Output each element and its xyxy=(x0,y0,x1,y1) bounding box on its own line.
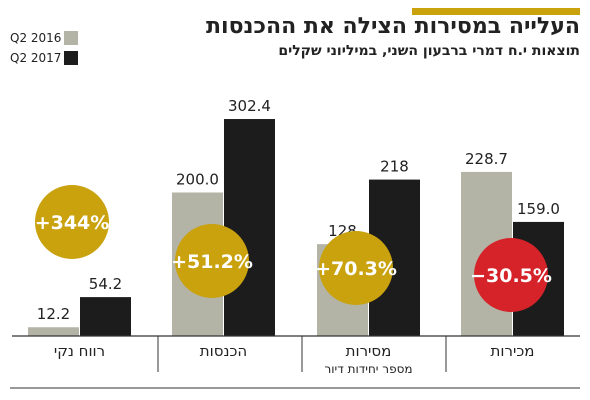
change-label-deliveries: +70.3% xyxy=(315,258,397,280)
value-label-sales-2017: 159.0 xyxy=(517,200,560,218)
bar-net-profit-2016 xyxy=(28,327,79,336)
bar-net-profit-2017 xyxy=(80,297,131,336)
category-label-net-profit: רווח נקי xyxy=(54,342,105,360)
bar-revenue-2017 xyxy=(224,119,275,336)
value-label-revenue-2016: 200.0 xyxy=(176,171,219,189)
category-label-sales: מכירות xyxy=(491,342,535,360)
value-label-sales-2016: 228.7 xyxy=(465,150,508,168)
accent-bar xyxy=(412,8,580,15)
change-badge-deliveries xyxy=(319,231,393,305)
value-label-net-profit-2017: 54.2 xyxy=(89,275,122,293)
value-label-revenue-2017: 302.4 xyxy=(228,97,271,115)
legend: Q2 2016 Q2 2017 xyxy=(10,28,78,68)
legend-label-2016: Q2 2016 xyxy=(10,31,62,45)
change-label-sales: −30.5% xyxy=(470,265,552,287)
legend-item-2017: Q2 2017 xyxy=(10,48,78,68)
legend-swatch-2017 xyxy=(64,51,78,65)
chart-subtitle: תוצאות י.ח דמרי ברבעון השני, במיליוני שק… xyxy=(278,43,580,59)
value-label-deliveries-2017: 218 xyxy=(380,158,409,176)
change-label-net-profit: +344% xyxy=(35,212,110,234)
category-sublabel-deliveries: מספר יחידות דיור xyxy=(324,362,412,376)
change-badge-revenue xyxy=(175,224,249,298)
legend-swatch-2016 xyxy=(64,31,78,45)
legend-item-2016: Q2 2016 xyxy=(10,28,78,48)
chart-title: העלייה במסירות הצילה את ההכנסות xyxy=(206,14,580,39)
change-badge-sales xyxy=(474,238,548,312)
category-label-deliveries: מסירות xyxy=(346,342,392,360)
value-label-net-profit-2016: 12.2 xyxy=(37,305,70,323)
legend-label-2017: Q2 2017 xyxy=(10,51,62,65)
category-label-revenue: הכנסות xyxy=(200,342,247,360)
change-label-revenue: +51.2% xyxy=(171,251,253,273)
change-badge-net-profit xyxy=(35,185,109,259)
